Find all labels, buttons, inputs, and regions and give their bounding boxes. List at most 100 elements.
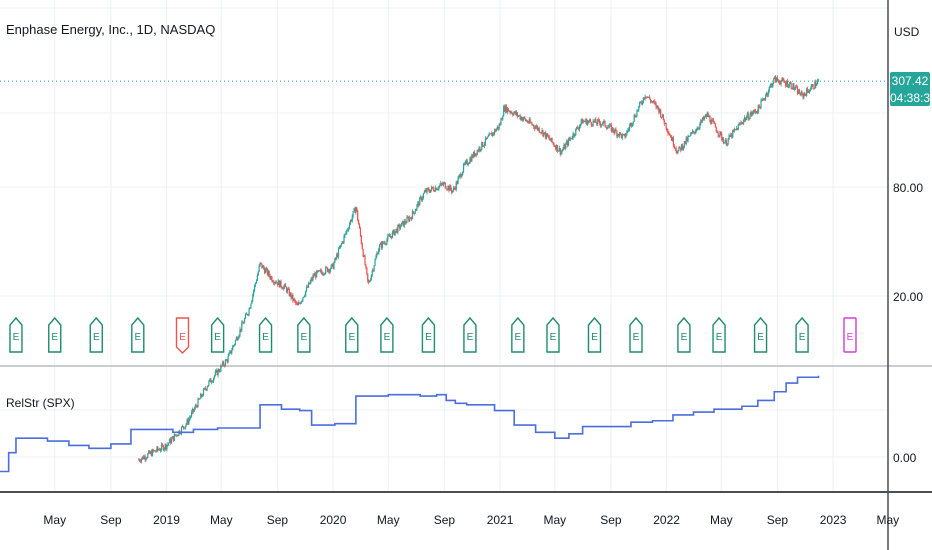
candle-up [338, 247, 341, 249]
candle-down [718, 135, 720, 137]
earnings-marker-reported[interactable]: E [89, 316, 103, 353]
candle-down [453, 188, 456, 190]
earnings-marker-reported[interactable]: E [587, 316, 602, 353]
earnings-marker-reported[interactable]: E [131, 316, 145, 353]
candle-up [379, 243, 382, 246]
candle-up [201, 395, 204, 397]
candle-up [769, 85, 771, 88]
candle-down [701, 120, 703, 122]
earnings-marker-reported[interactable]: E [345, 316, 359, 353]
candle-up [145, 458, 147, 460]
candle-down [686, 137, 688, 142]
earnings-marker-upcoming[interactable]: E [843, 317, 857, 353]
candle-up [625, 134, 627, 138]
candle-up [732, 130, 734, 138]
bar-countdown-badge: 04:38:35 [890, 90, 932, 106]
candle-up [639, 102, 642, 104]
candle-down [372, 270, 374, 272]
candle-down [546, 133, 549, 137]
earnings-marker-reported[interactable]: E [258, 316, 273, 353]
candle-up [341, 241, 343, 244]
candle-down [536, 126, 539, 130]
earnings-marker-reported[interactable]: E [210, 316, 225, 353]
candle-up [185, 423, 187, 426]
candle-up [369, 279, 372, 282]
candle-down [527, 122, 529, 124]
candle-up [153, 450, 155, 452]
candle-up [430, 189, 432, 193]
candle-up [622, 134, 624, 136]
candle-down [460, 174, 462, 178]
candle-down [590, 122, 592, 125]
candle-down [551, 137, 553, 142]
candle-up [173, 434, 175, 441]
earnings-marker-reported[interactable]: E [546, 316, 560, 353]
symbol-title: Enphase Energy, Inc., 1D, NASDAQ [6, 22, 216, 37]
candle-up [275, 282, 278, 284]
candle-down [328, 269, 331, 272]
candle-up [737, 124, 739, 131]
earnings-marker-reported[interactable]: E [712, 316, 726, 353]
time-axis-tick: May [377, 513, 400, 527]
candle-down [702, 117, 705, 120]
candle-down [154, 450, 156, 452]
candle-up [515, 112, 518, 115]
candle-up [504, 105, 507, 112]
candle-up [492, 132, 494, 137]
candle-down [545, 132, 547, 139]
candle-up [340, 243, 342, 246]
earnings-marker-reported[interactable]: E [753, 316, 768, 353]
candle-down [288, 288, 290, 296]
earnings-marker-reported[interactable]: E [629, 316, 643, 353]
earnings-marker-label: E [134, 332, 141, 343]
candle-down [494, 129, 497, 132]
candle-up [703, 117, 706, 120]
earnings-marker-reported[interactable]: E [380, 316, 394, 353]
candle-up [781, 78, 783, 82]
candle-down [412, 211, 414, 213]
earnings-marker-reported[interactable]: E [297, 316, 311, 353]
candle-up [344, 233, 346, 237]
candle-up [403, 220, 405, 227]
candle-down [777, 80, 779, 82]
candle-down [358, 220, 360, 225]
candle-up [337, 248, 340, 257]
candle-down [364, 255, 366, 265]
candle-up [378, 245, 381, 250]
earnings-marker-negative[interactable]: E [175, 317, 190, 354]
candle-down [408, 217, 410, 222]
candle-down [428, 188, 430, 192]
earnings-marker-reported[interactable]: E [48, 316, 62, 353]
candle-up [442, 182, 445, 185]
candle-up [493, 129, 496, 134]
candle-up [222, 361, 224, 366]
earnings-marker-reported[interactable]: E [421, 316, 436, 353]
candle-down [359, 228, 362, 236]
earnings-marker-shape [629, 316, 643, 353]
earnings-marker-reported[interactable]: E [677, 316, 691, 353]
earnings-marker-reported[interactable]: E [795, 316, 809, 353]
candle-up [255, 280, 258, 283]
earnings-marker-reported[interactable]: E [511, 316, 525, 353]
candle-down [570, 138, 572, 140]
earnings-marker-label: E [467, 332, 474, 343]
candle-up [648, 96, 650, 98]
indicator-title: RelStr (SPX) [6, 396, 75, 410]
earnings-marker-shape [463, 316, 477, 353]
candle-up [788, 83, 790, 87]
candle-down [477, 150, 479, 152]
candle-up [385, 243, 387, 245]
candle-up [160, 444, 163, 450]
candle-up [745, 117, 748, 121]
candle-up [803, 93, 805, 98]
earnings-marker-reported[interactable]: E [463, 316, 477, 353]
time-axis[interactable]: May Sep 2019 May Sep 2020 May Sep 2021 May Sep 2022… [43, 513, 899, 527]
candle-down [335, 258, 337, 260]
price-axis[interactable]: USD 80.00 20.00 0.00 [893, 25, 923, 465]
earnings-marker-reported[interactable]: E [9, 316, 23, 353]
candle-down [595, 118, 597, 124]
candles[interactable] [138, 75, 820, 464]
candle-up [213, 375, 216, 378]
